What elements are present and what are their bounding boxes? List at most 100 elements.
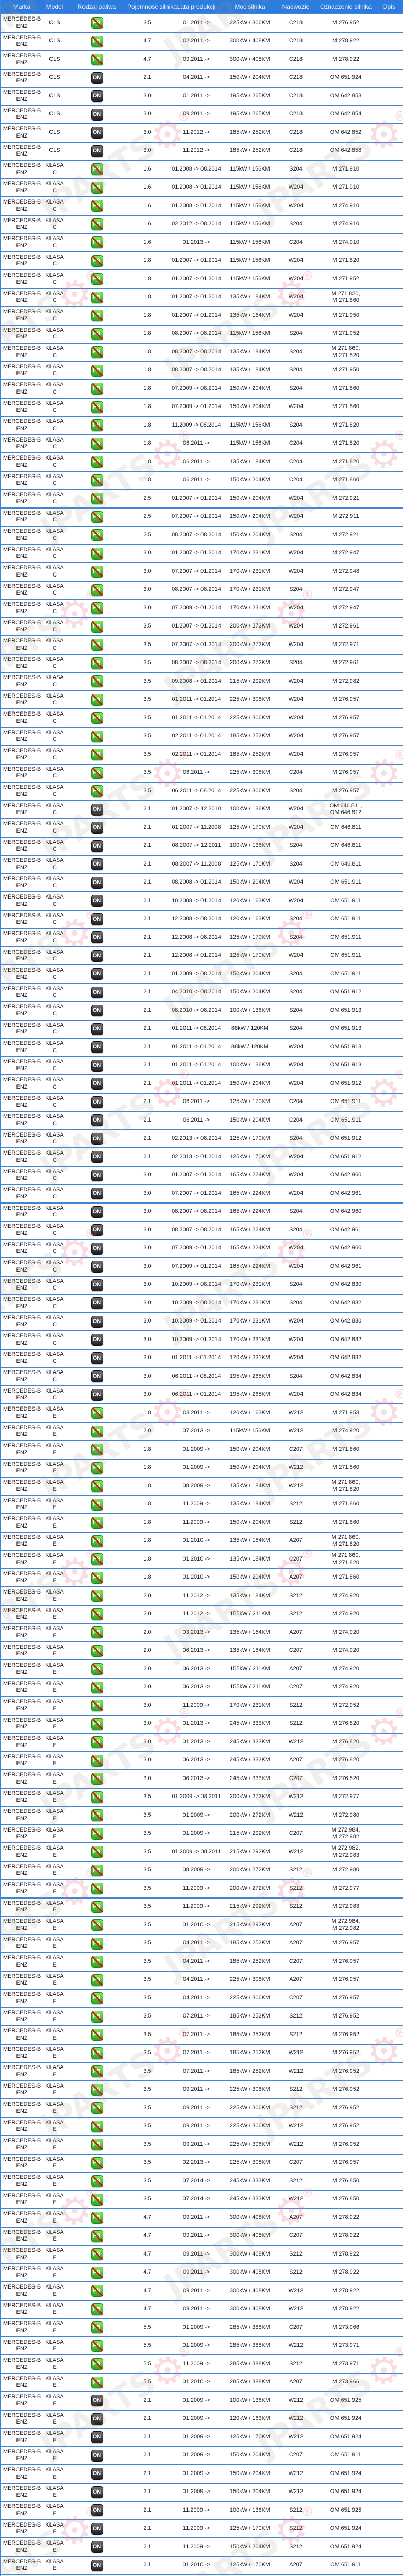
table-row: MERCEDES-BENZ KLASA C ON 2.1 04.2010 -> …: [1, 982, 403, 1002]
table-row: MERCEDES-BENZ KLASA C ON 3.0 10.2009 -> …: [1, 1312, 403, 1331]
cell-capacity: 3.0: [127, 1733, 167, 1752]
cell-engine: OM 646.811: [317, 855, 375, 874]
fuel-pb-icon: PB: [91, 1645, 103, 1657]
cell-power: 125kW / 170KM: [225, 1092, 275, 1111]
cell-fuel: ON: [66, 1367, 127, 1386]
cell-engine: OM 646.811: [317, 818, 375, 837]
engine-code-text: M 274.920: [332, 1611, 359, 1617]
capacity-text: 1.8: [143, 421, 152, 428]
cell-body: C204: [275, 233, 317, 252]
cell-capacity: 3.0: [127, 1165, 167, 1184]
cell-model: KLASA C: [43, 599, 66, 618]
cell-engine: M 271.950: [317, 306, 375, 325]
cell-engine: M 276.952: [317, 2025, 375, 2044]
cell-capacity: 3.5: [127, 1824, 167, 1843]
cell-years: 01.2009 ->: [167, 2464, 225, 2483]
marka-text: MERCEDES-BENZ: [3, 418, 41, 432]
years-text: 01.2007 -> 01.2014: [172, 550, 221, 556]
body-code-text: S204: [289, 385, 303, 392]
marka-text: MERCEDES-BENZ: [3, 1753, 41, 1767]
model-text: KLASA E: [45, 1461, 64, 1475]
cell-capacity: 1.8: [127, 324, 167, 343]
cell-capacity: 2.1: [127, 1019, 167, 1038]
marka-text: MERCEDES-BENZ: [3, 2247, 41, 2261]
cell-marka: MERCEDES-BENZ: [1, 891, 43, 910]
capacity-text: 3.0: [143, 1172, 152, 1178]
cell-opis: [375, 708, 403, 727]
cell-years: 04.2011 ->: [167, 68, 225, 87]
engine-code-text: M 271.860: [332, 1464, 359, 1471]
years-text: 07.2007 -> 01.2014: [172, 641, 221, 648]
cell-body: W212: [275, 1477, 317, 1496]
fuel-pb-icon: PB: [91, 364, 103, 377]
cell-model: KLASA C: [43, 178, 66, 197]
engine-code-text: M 272.982, M 272.983: [331, 1845, 360, 1858]
model-text: KLASA E: [45, 2247, 64, 2261]
engine-code-text: OM 651.911: [330, 970, 361, 977]
cell-marka: MERCEDES-BENZ: [1, 982, 43, 1002]
cell-marka: MERCEDES-BENZ: [1, 1641, 43, 1660]
cell-model: KLASA C: [43, 635, 66, 654]
fuel-pb-icon: PB: [91, 1956, 103, 1968]
model-text: KLASA C: [45, 418, 64, 432]
cell-engine: OM 651.924: [317, 2464, 375, 2483]
cell-opis: [375, 580, 403, 599]
engine-code-text: M 276.957: [332, 787, 359, 794]
years-text: 01.2011 -> 01.2014: [172, 1043, 221, 1050]
model-text: KLASA E: [45, 2467, 64, 2480]
engine-code-text: OM 646.811, OM 646.812: [329, 802, 362, 816]
cell-years: 11.2009 ->: [167, 1879, 225, 1898]
cell-fuel: PB: [66, 599, 127, 618]
engine-code-text: OM 642.854: [330, 111, 362, 117]
cell-years: 06.2011 ->: [167, 434, 225, 453]
cell-years: 01.2009 -> 08.2011: [167, 1842, 225, 1861]
fuel-on-icon: ON: [91, 2468, 103, 2480]
cell-opis: [375, 251, 403, 270]
fuel-pb-icon: PB: [91, 163, 103, 176]
cell-body: S212: [275, 1586, 317, 1605]
cell-power: 200kW / 272KM: [225, 1879, 275, 1898]
engine-code-text: M 274.920: [332, 1629, 359, 1635]
cell-power: 165kW / 224KM: [225, 1184, 275, 1203]
cell-capacity: 3.5: [127, 1989, 167, 2008]
table-row: MERCEDES-BENZ KLASA C PB 1.8 06.2011 -> …: [1, 452, 403, 471]
table-row: MERCEDES-BENZ KLASA C ON 2.1 01.2009 -> …: [1, 964, 403, 984]
model-text: KLASA C: [45, 1333, 64, 1346]
power-text: 170kW / 231KM: [229, 550, 271, 556]
cell-opis: [375, 1842, 403, 1861]
years-text: 04.2011 ->: [182, 1976, 210, 1983]
power-text: 300kW / 408KM: [229, 2214, 271, 2221]
cell-capacity: 4.7: [127, 2208, 167, 2227]
marka-text: MERCEDES-BENZ: [3, 144, 41, 158]
cell-model: KLASA C: [43, 818, 66, 837]
capacity-text: 1.8: [143, 1519, 152, 1526]
model-text: KLASA C: [45, 839, 64, 853]
cell-engine: OM 651.911: [317, 2574, 375, 2576]
cell-body: W204: [275, 1056, 317, 1075]
cell-opis: [375, 50, 403, 69]
cell-fuel: PB: [66, 434, 127, 453]
cell-capacity: 3.5: [127, 635, 167, 654]
cell-capacity: 3.0: [127, 87, 167, 106]
model-text: KLASA C: [45, 1296, 64, 1310]
cell-body: W212: [275, 2062, 317, 2081]
power-text: 120kW / 163KM: [229, 916, 271, 922]
body-code-text: W204: [288, 806, 304, 812]
cell-marka: MERCEDES-BENZ: [1, 269, 43, 289]
cell-model: KLASA C: [43, 269, 66, 289]
power-text: 200kW / 272KM: [229, 659, 271, 666]
cell-marka: MERCEDES-BENZ: [1, 123, 43, 142]
body-code-text: S204: [289, 860, 303, 867]
cell-marka: MERCEDES-BENZ: [1, 690, 43, 709]
power-text: 115kW / 156KM: [230, 330, 270, 337]
cell-marka: MERCEDES-BENZ: [1, 251, 43, 270]
table-row: MERCEDES-BENZ KLASA C PB 3.5 02.2011 -> …: [1, 726, 403, 745]
cell-years: 11.2009 ->: [167, 1495, 225, 1514]
cell-body: C218: [275, 50, 317, 69]
model-text: KLASA E: [45, 1497, 64, 1511]
body-code-text: C207: [289, 1647, 303, 1654]
cell-years: 07.2014 ->: [167, 2190, 225, 2209]
cell-body: W204: [275, 599, 317, 618]
cell-fuel: ON: [66, 2537, 127, 2556]
capacity-text: 3.0: [143, 1720, 152, 1727]
